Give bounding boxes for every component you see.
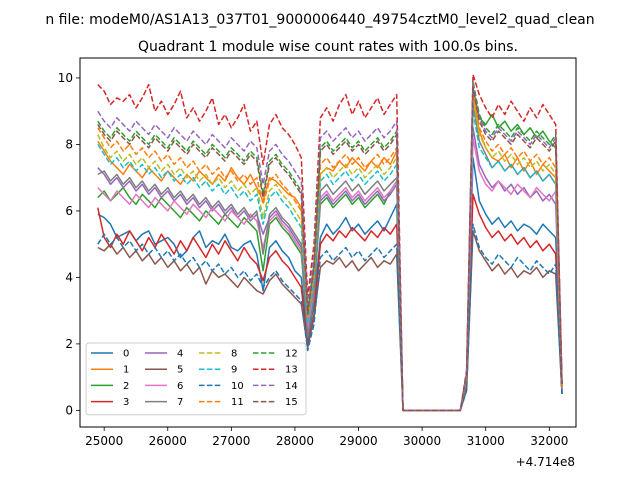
series-line-10 — [97, 223, 563, 412]
legend-label-1: 1 — [123, 365, 129, 376]
y-tick-label: 4 — [65, 270, 73, 284]
legend-label-6: 6 — [177, 381, 183, 392]
x-tick-label: 27000 — [212, 434, 250, 448]
series-line-4 — [97, 127, 563, 412]
series-line-11 — [97, 90, 563, 412]
legend-label-9: 9 — [231, 365, 237, 376]
y-tick-label: 6 — [65, 204, 73, 218]
legend-label-13: 13 — [285, 365, 298, 376]
series-line-15 — [97, 87, 563, 412]
legend-label-14: 14 — [285, 381, 298, 392]
legend-label-4: 4 — [177, 349, 183, 360]
series-line-6 — [97, 137, 563, 412]
x-tick-label: 25000 — [85, 434, 123, 448]
x-tick-label: 32000 — [530, 434, 568, 448]
legend-label-0: 0 — [123, 349, 129, 360]
legend-label-8: 8 — [231, 349, 237, 360]
x-offset-label: +4.714e8 — [516, 455, 575, 469]
series-line-9 — [97, 110, 563, 412]
legend-label-7: 7 — [177, 397, 183, 408]
series-line-2 — [97, 87, 563, 412]
y-tick-label: 8 — [65, 137, 73, 151]
chart-title: Quadrant 1 module wise count rates with … — [138, 39, 518, 55]
plot-area: 25000 26000 27000 28000 29000 30000 31000 32000… — [58, 57, 577, 448]
legend-label-3: 3 — [123, 397, 129, 408]
legend-label-10: 10 — [231, 381, 244, 392]
series-line-12 — [97, 80, 563, 412]
x-tick-label: 26000 — [149, 434, 187, 448]
series-layer — [97, 73, 563, 412]
legend-label-11: 11 — [231, 397, 244, 408]
x-tick-label: 28000 — [276, 434, 314, 448]
legend-label-12: 12 — [285, 349, 298, 360]
series-line-0 — [97, 156, 563, 412]
series-line-13 — [97, 73, 563, 412]
series-line-5 — [97, 230, 563, 412]
series-line-7 — [97, 103, 563, 412]
series-line-8 — [97, 97, 563, 412]
x-tick-label: 30000 — [403, 434, 441, 448]
y-tick-label: 10 — [58, 71, 73, 85]
legend-label-15: 15 — [285, 397, 298, 408]
series-line-14 — [97, 83, 563, 412]
series-line-1 — [97, 93, 563, 412]
legend-label-5: 5 — [177, 365, 183, 376]
axis-ticks: 25000 26000 27000 28000 29000 30000 31000 32000… — [58, 71, 569, 448]
y-tick-label: 0 — [65, 403, 73, 417]
x-tick-label: 29000 — [339, 434, 377, 448]
legend-label-2: 2 — [123, 381, 129, 392]
y-tick-label: 2 — [65, 337, 73, 351]
legend-frame — [85, 342, 307, 416]
axes-frame — [79, 57, 577, 428]
figure-suptitle: n file: modeM0/AS1A13_037T01_9000006440_… — [45, 12, 594, 28]
series-line-3 — [97, 193, 563, 412]
x-tick-label: 31000 — [467, 434, 505, 448]
